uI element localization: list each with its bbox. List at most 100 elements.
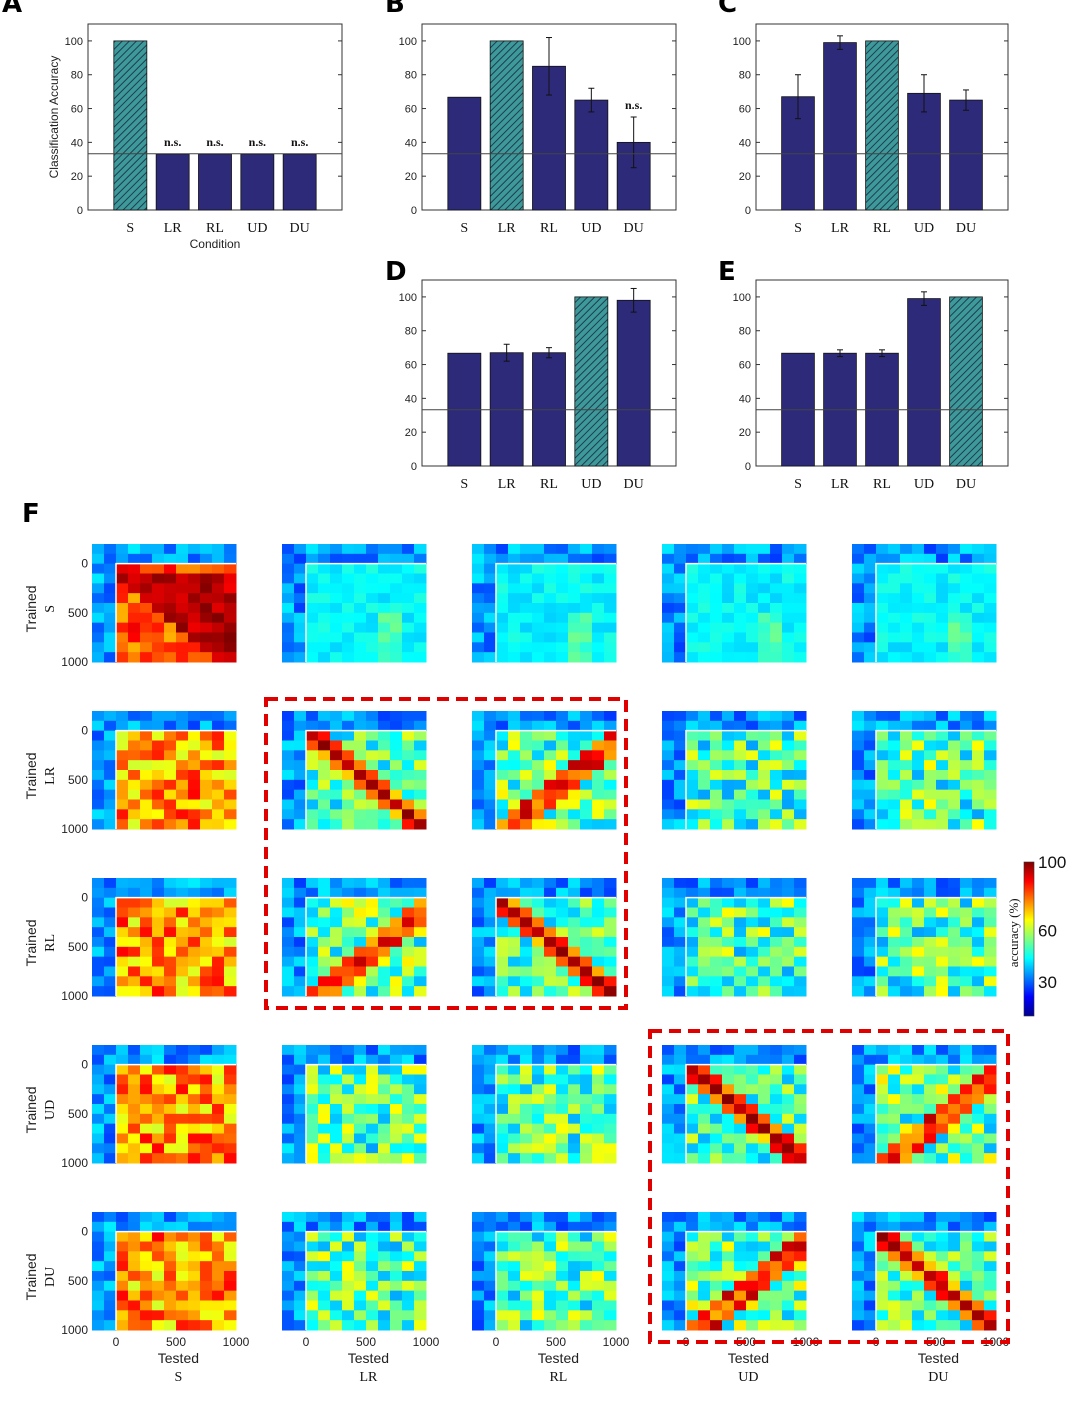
- heatmap-cell: [212, 622, 225, 633]
- heatmap-cell: [366, 799, 379, 810]
- heatmap-cell: [556, 1094, 569, 1105]
- heatmap-cell: [782, 603, 795, 614]
- heatmap-cell: [484, 1054, 497, 1066]
- heatmap-cell: [496, 907, 509, 918]
- heatmap-cell: [592, 1153, 605, 1164]
- heatmap-cell: [592, 1261, 605, 1272]
- heatmap-cell: [686, 1084, 699, 1095]
- heatmap-cell: [402, 652, 415, 663]
- heatmap-cell: [710, 819, 723, 830]
- heatmap-cell: [698, 1143, 711, 1154]
- heatmap-du-rl: [472, 1212, 617, 1331]
- heatmap-cell: [318, 927, 331, 938]
- heatmap-cell: [330, 1212, 343, 1223]
- onset-line: [305, 1063, 426, 1163]
- heatmap-cell: [294, 1280, 307, 1292]
- heatmap-cell: [782, 553, 795, 565]
- heatmap-lr-lr: [282, 711, 427, 830]
- heatmap-cell: [330, 1231, 343, 1242]
- heatmap-cell: [722, 779, 735, 791]
- heatmap-cell: [92, 711, 105, 722]
- heatmap-cell: [710, 1212, 723, 1223]
- onset-line: [115, 896, 236, 996]
- y-tick-label: 40: [405, 137, 417, 149]
- heatmap-cell: [378, 1084, 391, 1095]
- heatmap-cell: [972, 1054, 985, 1066]
- heatmap-cell: [984, 887, 997, 899]
- heatmap-cell: [472, 1133, 485, 1144]
- heatmap-cell: [354, 887, 367, 899]
- heatmap-cell: [402, 897, 415, 908]
- heatmap-cell: [520, 750, 533, 761]
- heatmap-cell: [354, 1153, 367, 1164]
- heatmap-cell: [604, 986, 617, 997]
- heatmap-cell: [746, 720, 759, 732]
- heatmap-cell: [722, 612, 735, 624]
- heatmap-cell: [734, 553, 747, 565]
- heatmap-cell: [200, 770, 213, 781]
- heatmap-cell: [936, 1123, 949, 1134]
- heatmap-cell: [128, 917, 141, 928]
- heatmap-cell: [294, 878, 307, 889]
- heatmap-cell: [496, 760, 509, 771]
- heatmap-cell: [378, 897, 391, 908]
- heatmap-cell: [140, 1143, 153, 1154]
- heatmap-cell: [888, 632, 901, 643]
- heatmap-cell: [698, 907, 711, 918]
- heatmap-cell: [924, 1054, 937, 1066]
- heatmap-cell: [592, 563, 605, 574]
- heatmap-cell: [770, 1045, 783, 1056]
- heatmap-cell: [604, 1212, 617, 1223]
- heatmap-cell: [722, 1113, 735, 1125]
- heatmap-cell: [782, 927, 795, 938]
- heatmap-cell: [390, 1241, 403, 1252]
- heatmap-cell: [294, 652, 307, 663]
- heatmap-cell: [354, 1054, 367, 1066]
- heatmap-cell: [282, 1084, 295, 1095]
- heatmap-cell: [770, 986, 783, 997]
- heatmap-cell: [770, 1084, 783, 1095]
- y-tick-label: 20: [739, 171, 751, 183]
- heatmap-cell: [116, 1084, 129, 1095]
- heatmap-cell: [152, 1212, 165, 1223]
- heatmap-cell: [532, 1300, 545, 1311]
- heatmap-cell: [366, 1251, 379, 1262]
- heatmap-cell: [544, 1054, 557, 1066]
- heatmap-cell: [782, 770, 795, 781]
- heatmap-cell: [770, 1153, 783, 1164]
- heatmap-cell: [924, 878, 937, 889]
- heatmap-cell: [568, 1310, 581, 1321]
- heatmap-cell: [556, 553, 569, 565]
- heatmap-cell: [888, 563, 901, 574]
- heatmap-cell: [948, 1241, 961, 1252]
- heatmap-cell: [128, 789, 141, 800]
- heatmap-cell: [924, 1290, 937, 1301]
- heatmap-cell: [414, 1074, 427, 1085]
- heatmap-cell: [888, 789, 901, 800]
- heatmap-cell: [390, 770, 403, 781]
- heatmap-cell: [936, 770, 949, 781]
- heatmap-cell: [710, 1231, 723, 1242]
- heatmap-cell: [414, 819, 427, 830]
- heatmap-cell: [604, 740, 617, 751]
- heatmap-cell: [176, 652, 189, 663]
- heatmap-cell: [604, 1153, 617, 1164]
- heatmap-cell: [508, 1045, 521, 1056]
- panel-letter-e: E: [718, 257, 736, 287]
- category-label: DU: [956, 221, 976, 236]
- heatmap-cell: [556, 1143, 569, 1154]
- y-tick-label: 60: [739, 360, 751, 372]
- y-tick-label: 500: [68, 1107, 88, 1121]
- heatmap-cell: [948, 1045, 961, 1056]
- heatmap-cell: [758, 622, 771, 633]
- heatmap-cell: [556, 1074, 569, 1085]
- col-condition-label: UD: [738, 1370, 758, 1385]
- heatmap-cell: [402, 1153, 415, 1164]
- heatmap-cell: [734, 1074, 747, 1085]
- heatmap-cell: [758, 1054, 771, 1066]
- heatmap-cell: [888, 711, 901, 722]
- heatmap-cell: [402, 1064, 415, 1075]
- trained-label: Trained: [23, 752, 39, 799]
- heatmap-cell: [402, 809, 415, 820]
- heatmap-cell: [924, 1310, 937, 1321]
